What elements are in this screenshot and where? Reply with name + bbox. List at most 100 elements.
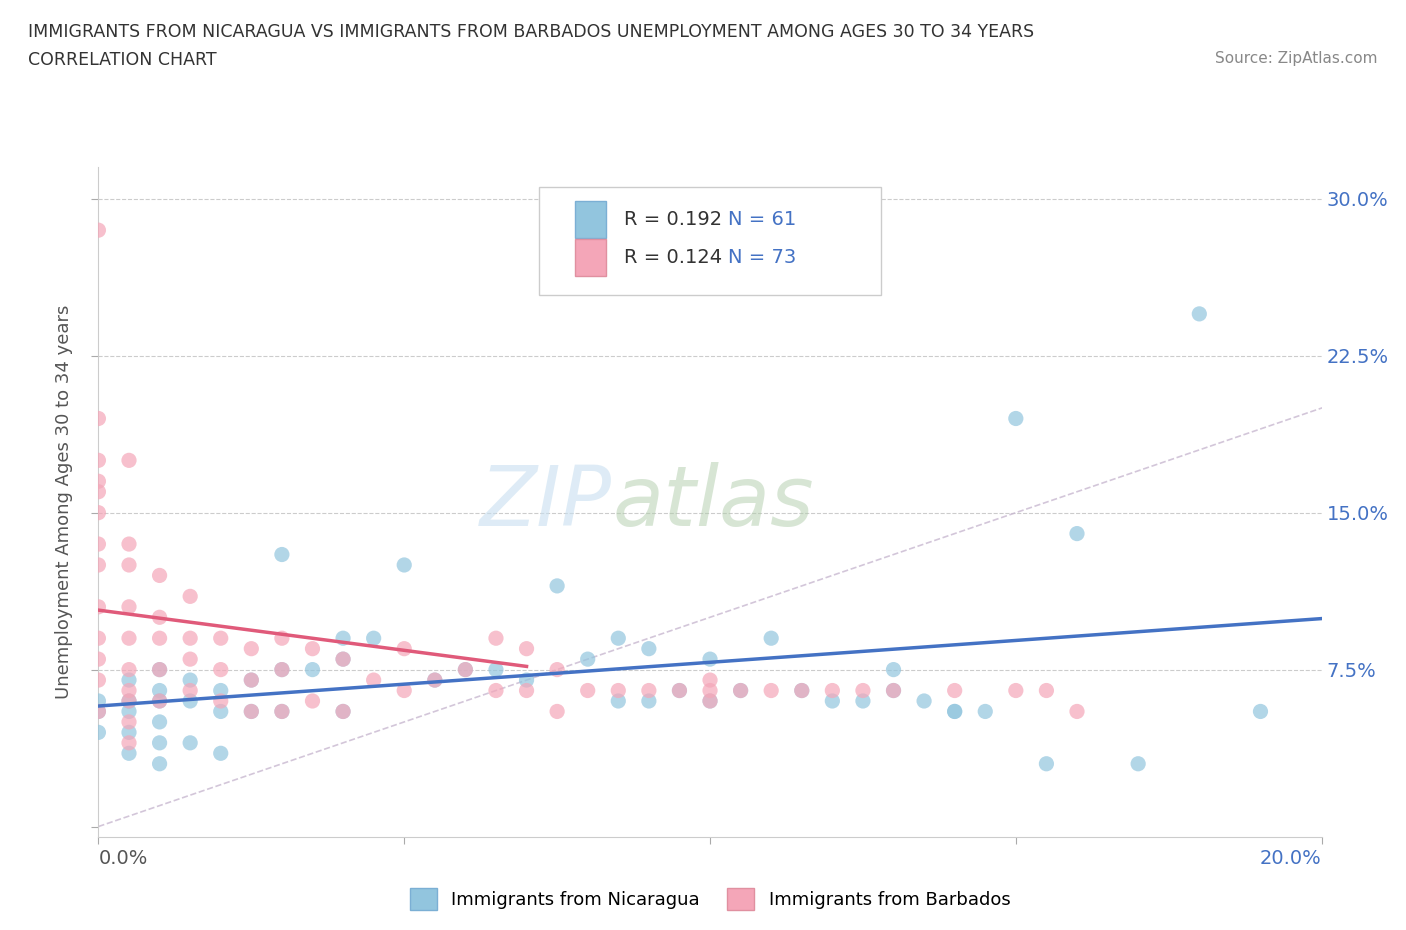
Point	[209, 746, 232, 761]
Point	[118, 704, 141, 719]
Point	[485, 631, 508, 645]
Point	[149, 756, 172, 771]
Point	[149, 662, 172, 677]
Point	[118, 725, 141, 740]
Point	[516, 642, 538, 657]
Point	[363, 672, 385, 687]
Point	[332, 652, 354, 667]
Point	[516, 683, 538, 698]
Point	[699, 683, 721, 698]
Point	[759, 683, 782, 698]
Point	[637, 683, 661, 698]
Point	[179, 652, 201, 667]
Point	[423, 672, 446, 687]
Point	[118, 600, 141, 615]
Point	[87, 453, 110, 468]
Point	[485, 662, 508, 677]
Point	[87, 600, 110, 615]
Point	[87, 485, 110, 499]
Point	[118, 453, 141, 468]
Point	[149, 610, 172, 625]
FancyBboxPatch shape	[575, 201, 606, 238]
Point	[699, 694, 721, 709]
Y-axis label: Unemployment Among Ages 30 to 34 years: Unemployment Among Ages 30 to 34 years	[55, 305, 73, 699]
Point	[912, 694, 935, 709]
Point	[149, 631, 172, 645]
Text: IMMIGRANTS FROM NICARAGUA VS IMMIGRANTS FROM BARBADOS UNEMPLOYMENT AMONG AGES 30: IMMIGRANTS FROM NICARAGUA VS IMMIGRANTS …	[28, 23, 1035, 41]
Point	[1035, 756, 1057, 771]
Point	[118, 683, 141, 698]
Text: atlas: atlas	[612, 461, 814, 543]
Point	[149, 714, 172, 729]
Point	[270, 547, 292, 562]
FancyBboxPatch shape	[575, 239, 606, 276]
Text: 0.0%: 0.0%	[98, 849, 148, 868]
Point	[1066, 526, 1088, 541]
Text: 20.0%: 20.0%	[1260, 849, 1322, 868]
Point	[270, 631, 292, 645]
Point	[118, 714, 141, 729]
Point	[607, 631, 630, 645]
Point	[883, 683, 905, 698]
Point	[1035, 683, 1057, 698]
Point	[883, 662, 905, 677]
Point	[87, 672, 110, 687]
Point	[270, 662, 292, 677]
Point	[149, 568, 172, 583]
Point	[209, 704, 232, 719]
Point	[1004, 411, 1026, 426]
Point	[454, 662, 477, 677]
Point	[332, 704, 354, 719]
Point	[240, 672, 263, 687]
Point	[118, 672, 141, 687]
Point	[149, 662, 172, 677]
Point	[607, 683, 630, 698]
Point	[790, 683, 813, 698]
Point	[118, 662, 141, 677]
Text: ZIP: ZIP	[481, 461, 612, 543]
Point	[1188, 307, 1211, 322]
Point	[1128, 756, 1150, 771]
Point	[668, 683, 690, 698]
Point	[270, 704, 292, 719]
Point	[87, 704, 110, 719]
Point	[790, 683, 813, 698]
Point	[179, 694, 201, 709]
Point	[699, 652, 721, 667]
Point	[149, 736, 172, 751]
Point	[118, 694, 141, 709]
FancyBboxPatch shape	[538, 188, 882, 295]
Point	[1249, 704, 1271, 719]
Point	[730, 683, 752, 698]
Point	[270, 662, 292, 677]
Point	[118, 694, 141, 709]
Point	[821, 694, 844, 709]
Point	[209, 631, 232, 645]
Point	[852, 694, 875, 709]
Point	[392, 683, 416, 698]
Point	[699, 694, 721, 709]
Point	[118, 558, 141, 573]
Point	[118, 537, 141, 551]
Point	[821, 683, 844, 698]
Point	[179, 672, 201, 687]
Point	[392, 642, 416, 657]
Point	[1066, 704, 1088, 719]
Point	[730, 683, 752, 698]
Point	[118, 631, 141, 645]
Point	[883, 683, 905, 698]
Point	[87, 704, 110, 719]
Text: N = 73: N = 73	[728, 248, 797, 267]
Point	[759, 631, 782, 645]
Point	[149, 694, 172, 709]
Point	[87, 223, 110, 238]
Point	[240, 704, 263, 719]
Point	[87, 474, 110, 489]
Point	[454, 662, 477, 677]
Point	[607, 694, 630, 709]
Text: Source: ZipAtlas.com: Source: ZipAtlas.com	[1215, 51, 1378, 66]
Point	[668, 683, 690, 698]
Point	[301, 642, 323, 657]
Point	[576, 652, 599, 667]
Text: R = 0.124: R = 0.124	[624, 248, 723, 267]
